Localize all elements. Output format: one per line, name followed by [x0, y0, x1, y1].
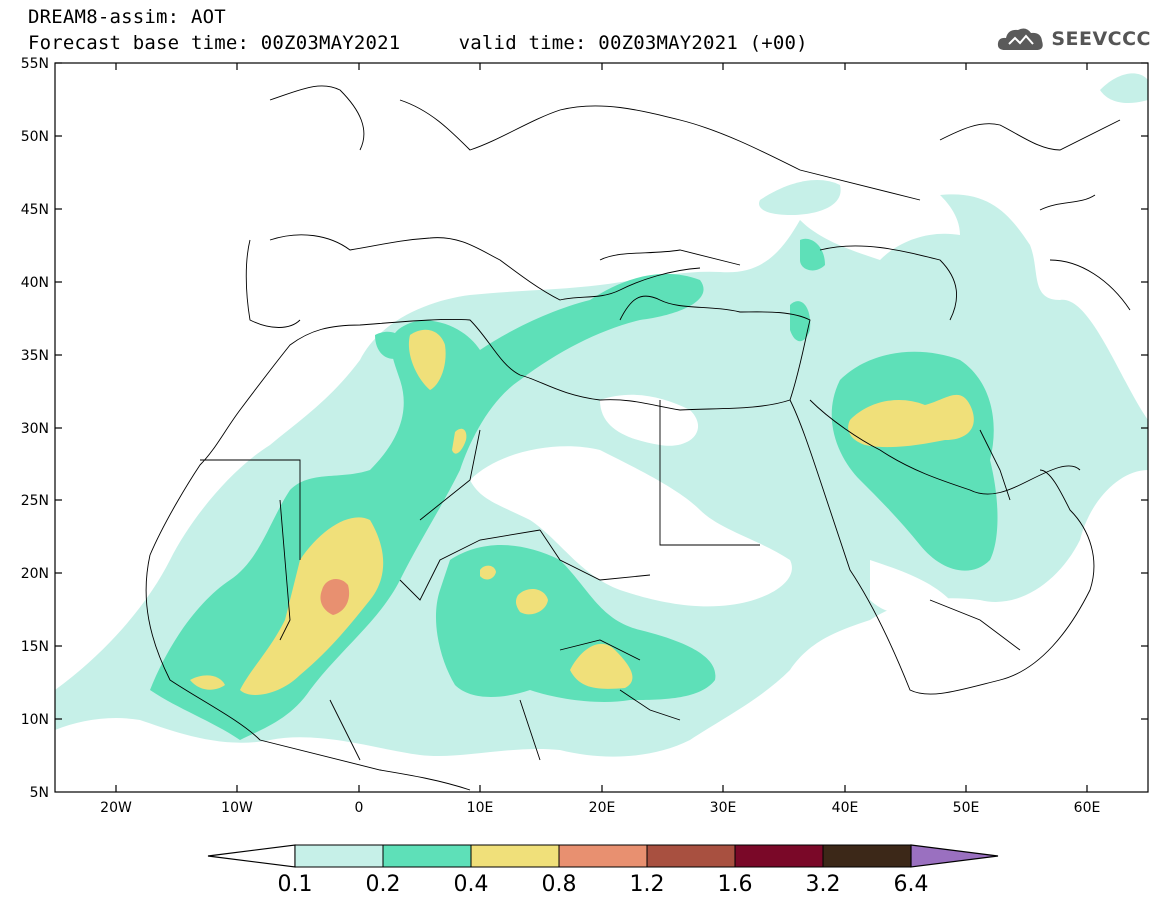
colorbar-label-1.2: 1.2: [630, 872, 665, 897]
colorbar-label-0.8: 0.8: [542, 872, 577, 897]
lon-label-10w: 10W: [221, 800, 253, 816]
colorbar-swatch-2: [470, 844, 560, 868]
colorbar-label-6.4: 6.4: [894, 872, 929, 897]
colorbar: 0.1 0.2 0.4 0.8 1.2 1.6 3.2 6.4: [207, 844, 999, 897]
lat-label-25n: 25N: [21, 493, 49, 509]
lon-label-20w: 20W: [100, 800, 132, 816]
clear-areas: [55, 394, 950, 640]
colorbar-swatch-6: [822, 844, 912, 868]
colorbar-arrow-low: [207, 844, 296, 868]
colorbar-label-3.2: 3.2: [806, 872, 841, 897]
lat-label-20n: 20N: [21, 566, 49, 582]
colorbar-swatch-0: [294, 844, 384, 868]
lon-label-40e: 40E: [832, 800, 859, 816]
aot-contours: [55, 73, 1148, 757]
lat-label-35n: 35N: [21, 348, 49, 364]
longitude-labels: 20W 10W 0 10E 20E 30E 40E 50E 60E: [100, 800, 1100, 816]
colorbar-label-0.1: 0.1: [278, 872, 313, 897]
lat-label-45n: 45N: [21, 202, 49, 218]
colorbar-label-0.2: 0.2: [366, 872, 401, 897]
lat-label-40n: 40N: [21, 275, 49, 291]
map-title: DREAM8-assim: AOT: [28, 6, 226, 28]
lat-label-5n: 5N: [30, 785, 49, 801]
coastlines-and-borders: [145, 85, 1131, 791]
lon-label-0: 0: [355, 800, 364, 816]
aot-band-0.8: [320, 578, 350, 615]
lon-label-50e: 50E: [953, 800, 980, 816]
colorbar-swatch-5: [734, 844, 824, 868]
latitude-labels: 55N 50N 45N 40N 35N 30N 25N 20N 15N 10N …: [21, 56, 49, 801]
lon-label-60e: 60E: [1074, 800, 1101, 816]
colorbar-label-1.6: 1.6: [718, 872, 753, 897]
lat-label-30n: 30N: [21, 421, 49, 437]
lat-label-50n: 50N: [21, 129, 49, 145]
axis-ticks: [55, 62, 1148, 792]
colorbar-swatch-1: [382, 844, 472, 868]
lat-label-10n: 10N: [21, 712, 49, 728]
colorbar-swatch-4: [646, 844, 736, 868]
colorbar-arrow-high: [910, 844, 999, 868]
aot-band-0.4: [190, 329, 974, 695]
colorbar-swatch-3: [558, 844, 648, 868]
seevccc-logo: SEEVCCC: [995, 24, 1151, 54]
colorbar-label-0.4: 0.4: [454, 872, 489, 897]
forecast-time-line: Forecast base time: 00Z03MAY2021 valid t…: [28, 32, 808, 54]
cloud-icon: [998, 28, 1044, 50]
lon-label-30e: 30E: [710, 800, 737, 816]
lat-label-55n: 55N: [21, 56, 49, 72]
lon-label-10e: 10E: [467, 800, 494, 816]
lat-label-15n: 15N: [21, 639, 49, 655]
logo-text: SEEVCCC: [1051, 28, 1151, 50]
lon-label-20e: 20E: [589, 800, 616, 816]
